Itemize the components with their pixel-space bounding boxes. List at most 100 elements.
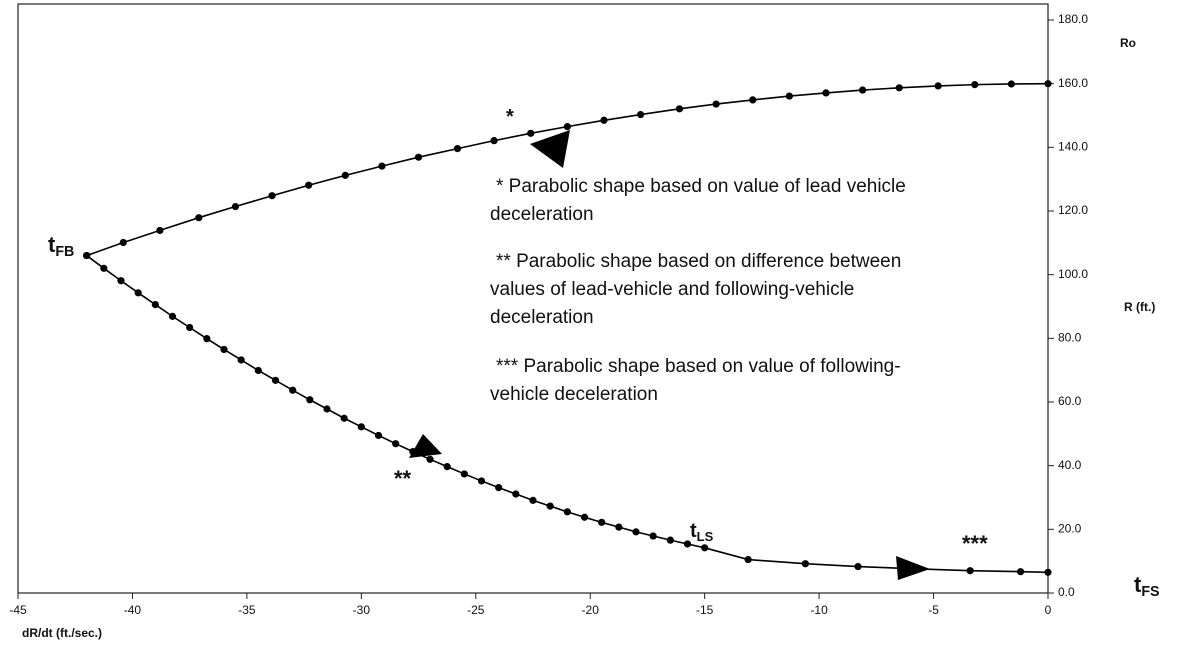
y-tick-label: 120.0: [1058, 203, 1088, 217]
point: [580, 513, 589, 521]
x-axis-label: dR/dt (ft./sec.): [22, 626, 102, 640]
point: [305, 181, 313, 189]
point: [859, 86, 867, 94]
point: [323, 405, 331, 413]
point: [134, 289, 142, 297]
note-line: deceleration: [490, 307, 594, 328]
point: [151, 300, 159, 309]
point: [546, 502, 554, 510]
annotation: tFS: [1134, 572, 1160, 600]
plot-frame: [17, 3, 1049, 594]
point: [306, 396, 314, 404]
point: [340, 414, 348, 422]
point: [100, 264, 108, 272]
point: [392, 440, 400, 448]
point: [477, 477, 486, 485]
x-tick-label: 0: [1045, 603, 1052, 617]
point: [895, 84, 903, 92]
point: [971, 81, 979, 89]
point: [854, 562, 862, 571]
note-line: ** Parabolic shape based on difference b…: [496, 251, 901, 272]
point: [186, 323, 194, 332]
x-tick-label: -30: [353, 603, 371, 617]
point: [443, 463, 451, 471]
point: [749, 96, 757, 104]
point: [563, 508, 571, 516]
annotation-text: t: [48, 232, 56, 257]
point: [649, 532, 657, 540]
annotation-text: **: [394, 466, 412, 491]
curve: [86, 82, 1049, 257]
point: [119, 238, 127, 247]
point: [168, 312, 177, 320]
point: [1044, 568, 1052, 576]
x-tick-label: -15: [696, 603, 714, 617]
y-tick-label: 140.0: [1058, 140, 1088, 154]
point: [636, 110, 645, 119]
point: [357, 423, 365, 431]
point: [600, 116, 608, 124]
point: [271, 376, 280, 384]
point: [1016, 568, 1025, 576]
annotation: Ro: [1120, 36, 1136, 50]
point: [237, 356, 245, 364]
point: [1007, 80, 1015, 88]
point: [744, 555, 752, 564]
annotation-text: Ro: [1120, 36, 1136, 50]
point: [666, 536, 674, 544]
annotation-subscript: LS: [697, 529, 714, 544]
arrow-head: [530, 130, 570, 168]
y-tick-label: 60.0: [1058, 394, 1082, 408]
y-tick-label: 20.0: [1058, 522, 1082, 536]
annotation-subscript: FS: [1141, 584, 1159, 600]
point: [911, 565, 919, 573]
point: [289, 386, 297, 394]
y-tick-label: 0.0: [1058, 585, 1075, 599]
y-tick-label: 100.0: [1058, 267, 1088, 281]
point: [156, 226, 164, 235]
curve: [86, 254, 1049, 574]
point: [490, 137, 498, 145]
y-tick-label: 180.0: [1058, 12, 1088, 26]
annotation: ***: [962, 531, 988, 556]
point: [934, 82, 942, 90]
note-line: vehicle deceleration: [490, 384, 658, 405]
point: [341, 171, 349, 179]
annotation-text: t: [690, 520, 697, 542]
point: [563, 123, 571, 131]
point: [195, 214, 203, 222]
point: [409, 448, 417, 456]
point: [615, 523, 623, 531]
point: [374, 431, 383, 440]
annotation-text: *: [506, 106, 514, 128]
annotation: tFB: [48, 232, 74, 260]
point: [378, 162, 386, 170]
point: [460, 470, 468, 478]
x-tick-label: -10: [810, 603, 828, 617]
point: [785, 92, 793, 100]
annotation: *: [506, 106, 514, 128]
x-tick-label: -45: [9, 603, 27, 617]
point: [701, 544, 709, 552]
point: [117, 277, 125, 285]
point: [414, 153, 423, 161]
annotation-subscript: FB: [55, 244, 74, 260]
y-tick-label: 80.0: [1058, 331, 1082, 345]
x-tick-label: -20: [582, 603, 600, 617]
note-line: values of lead-vehicle and following-veh…: [490, 279, 854, 300]
point: [801, 560, 809, 568]
point: [254, 366, 262, 375]
arrow-head: [409, 434, 442, 458]
annotation-text: t: [1134, 572, 1142, 597]
point: [683, 540, 692, 548]
note-line: deceleration: [490, 204, 594, 225]
point: [822, 89, 830, 97]
point: [426, 455, 434, 463]
point: [529, 496, 537, 504]
x-tick-label: -25: [467, 603, 485, 617]
point: [495, 484, 503, 492]
x-tick-label: -40: [124, 603, 142, 617]
note-line: *** Parabolic shape based on value of fo…: [496, 356, 901, 377]
point: [83, 251, 91, 260]
